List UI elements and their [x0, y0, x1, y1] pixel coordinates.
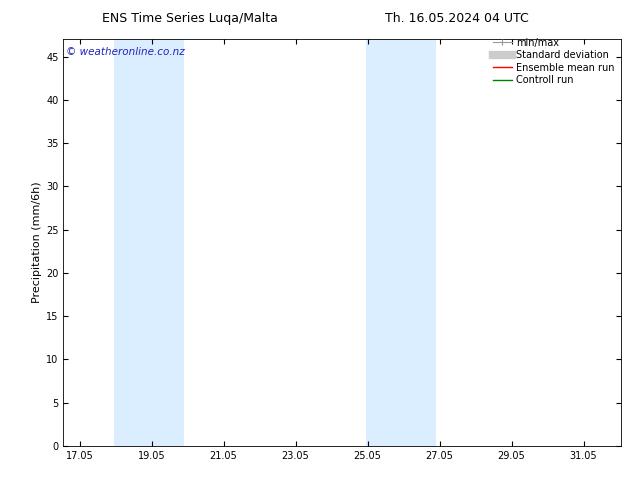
Text: © weatheronline.co.nz: © weatheronline.co.nz	[66, 48, 185, 57]
Bar	[366, 39, 436, 446]
Y-axis label: Precipitation (mm/6h): Precipitation (mm/6h)	[32, 182, 42, 303]
Bar	[113, 39, 184, 446]
Text: Th. 16.05.2024 04 UTC: Th. 16.05.2024 04 UTC	[385, 12, 528, 25]
Text: ENS Time Series Luqa/Malta: ENS Time Series Luqa/Malta	[102, 12, 278, 25]
Legend: min/max, Standard deviation, Ensemble mean run, Controll run: min/max, Standard deviation, Ensemble me…	[491, 36, 616, 87]
